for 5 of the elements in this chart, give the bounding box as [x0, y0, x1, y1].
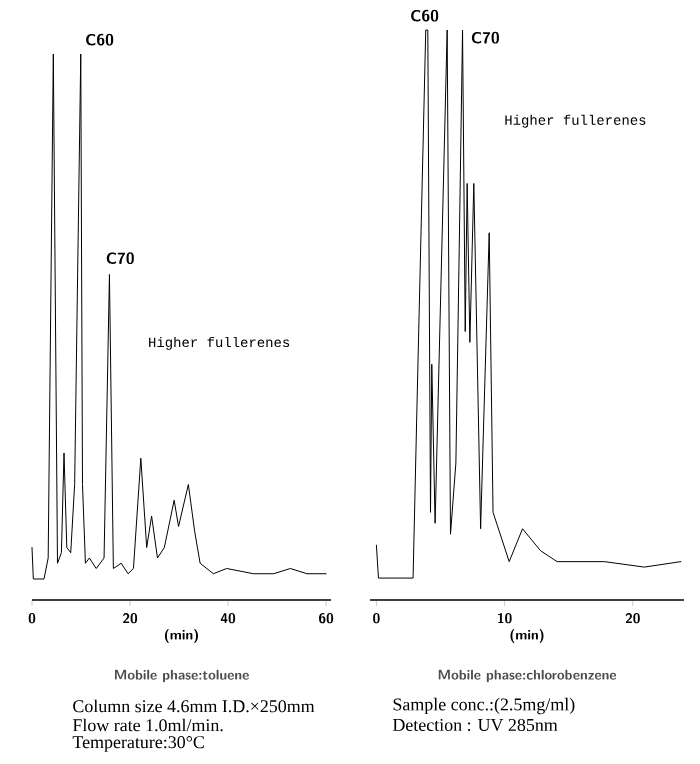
text: Detection : UV 285nm: [392, 718, 558, 732]
text: Sample conc.:(2.5mg/ml): [393, 697, 575, 715]
text: Temperature:30°C: [72, 736, 204, 752]
text: Flow rate 1.0ml/min.: [72, 718, 223, 732]
text: Column size 4.6mm I.D.×250mm: [73, 699, 315, 713]
